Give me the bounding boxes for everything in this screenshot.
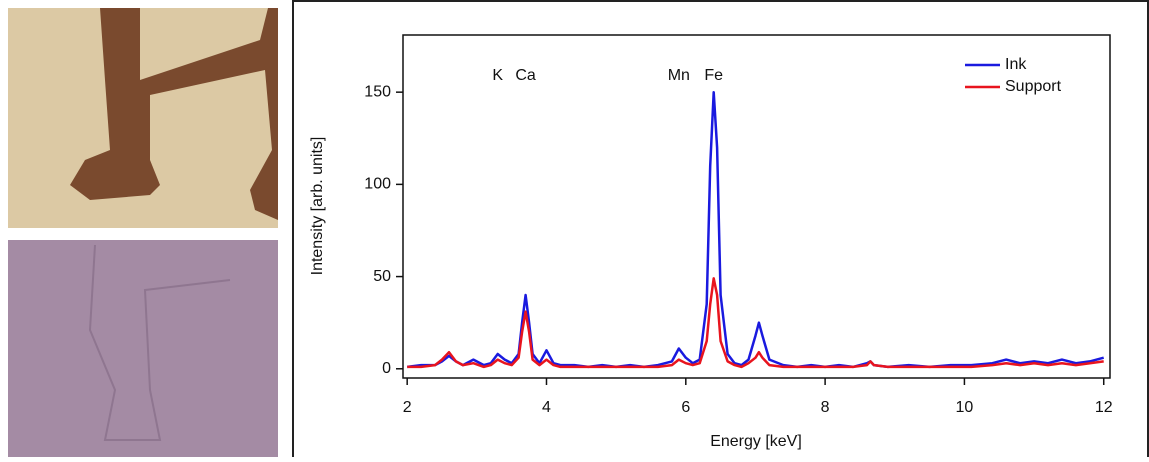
y-tick-label: 100 (364, 176, 391, 193)
legend-label: Ink (1005, 56, 1027, 73)
y-tick-label: 50 (373, 268, 391, 285)
plot-frame (402, 34, 1111, 379)
peak-annotation: Mn (668, 67, 690, 84)
y-tick-label: 150 (364, 83, 391, 100)
x-tick-label: 6 (681, 399, 690, 416)
x-tick-label: 12 (1095, 399, 1113, 416)
photo-visible (8, 8, 278, 228)
peak-annotation: Ca (515, 67, 536, 84)
x-tick-label: 4 (542, 399, 551, 416)
peak-annotation: Fe (704, 67, 723, 84)
y-tick-label: 0 (382, 360, 391, 377)
photo-uv (8, 240, 278, 457)
series-line (407, 90, 1105, 369)
x-tick-label: 10 (956, 399, 974, 416)
series-line (407, 277, 1104, 369)
x-tick-label: 8 (821, 399, 830, 416)
x-tick-label: 2 (403, 399, 412, 416)
x-axis-label: Energy [keV] (710, 433, 802, 450)
y-axis-label: Intensity [arb. units] (309, 137, 326, 276)
peak-annotation: K (492, 67, 503, 84)
legend-label: Support (1005, 78, 1062, 95)
